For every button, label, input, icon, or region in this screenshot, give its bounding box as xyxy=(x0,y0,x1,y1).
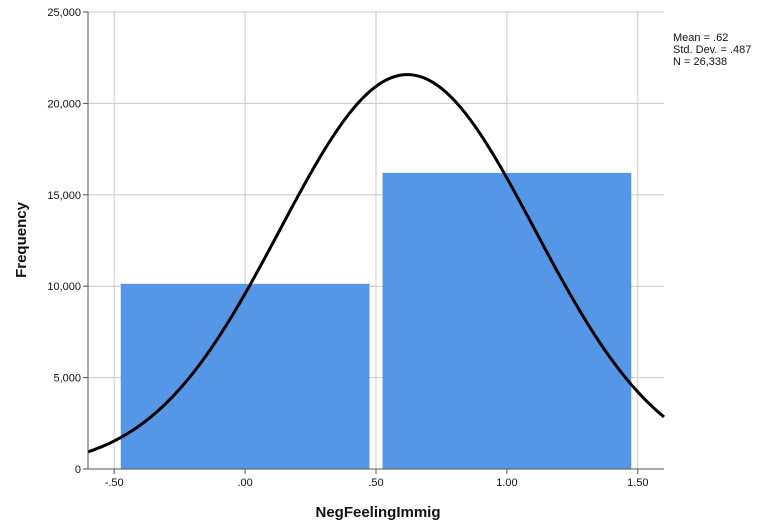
histogram-bar xyxy=(120,283,370,469)
axes xyxy=(83,11,664,474)
y-axis-title: Frequency xyxy=(13,201,30,278)
stats-sd: Std. Dev. = .487 xyxy=(673,44,751,56)
normal-curve-layer xyxy=(87,73,665,454)
y-tick-label: 25,000 xyxy=(47,7,81,19)
y-tick-label: 10,000 xyxy=(47,281,81,293)
x-tick-labels: -.50 .00 .50 1.00 1.50 xyxy=(105,477,649,489)
y-tick-labels: 0 5,000 10,000 15,000 20,000 25,000 xyxy=(47,7,81,476)
stats-mean: Mean = .62 xyxy=(673,32,728,44)
x-tick-label: .00 xyxy=(237,477,252,489)
y-tick-label: 0 xyxy=(75,464,81,476)
histogram-bar xyxy=(382,172,632,469)
histogram-bars xyxy=(120,172,632,469)
stats-n: N = 26,338 xyxy=(673,56,727,68)
x-axis-title: NegFeelingImmig xyxy=(315,504,440,521)
x-tick-label: 1.50 xyxy=(627,477,648,489)
x-tick-label: 1.00 xyxy=(496,477,517,489)
y-tick-label: 20,000 xyxy=(47,98,81,110)
y-tick-label: 15,000 xyxy=(47,190,81,202)
x-tick-label: .50 xyxy=(368,477,383,489)
normal-curve xyxy=(87,73,665,454)
y-tick-label: 5,000 xyxy=(53,373,81,385)
x-tick-label: -.50 xyxy=(105,477,124,489)
